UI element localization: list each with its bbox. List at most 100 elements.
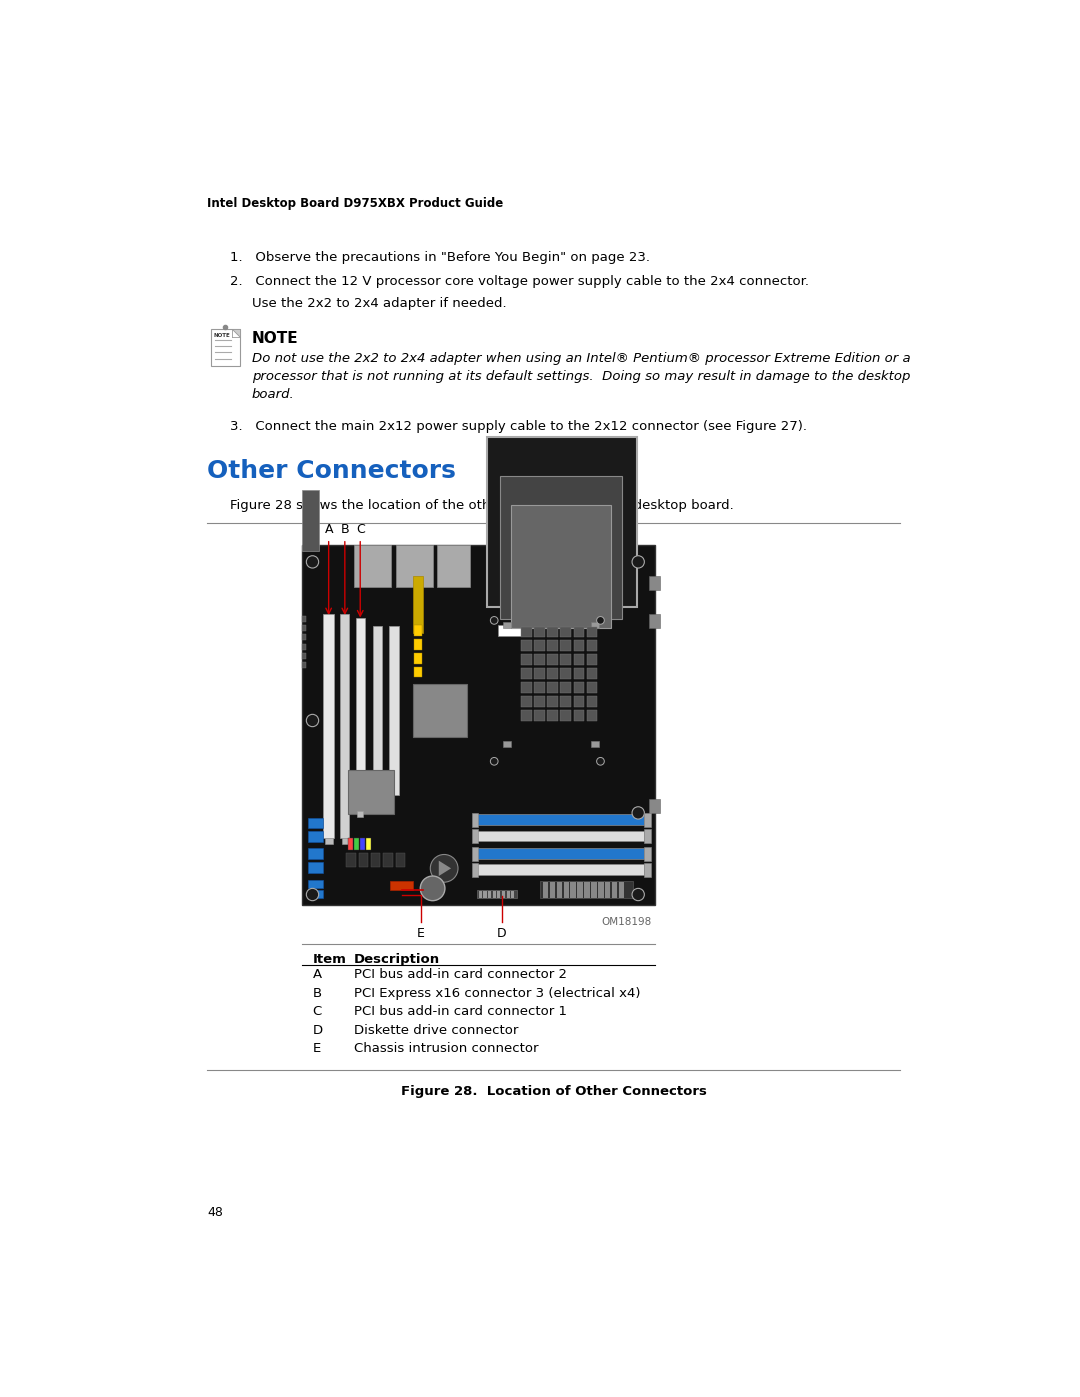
Bar — [573, 710, 584, 721]
Bar — [301, 644, 307, 650]
Circle shape — [490, 757, 498, 766]
Bar — [586, 710, 597, 721]
Bar — [573, 682, 584, 693]
Bar — [211, 330, 240, 366]
Bar — [301, 624, 307, 631]
Bar — [390, 626, 399, 795]
Bar — [472, 847, 478, 861]
Bar — [586, 668, 597, 679]
Bar — [355, 617, 365, 810]
Bar — [476, 814, 645, 826]
Bar — [323, 615, 334, 838]
Text: Diskette drive connector: Diskette drive connector — [354, 1024, 518, 1037]
Bar — [373, 626, 382, 795]
Text: D: D — [312, 1024, 323, 1037]
Text: C: C — [312, 1006, 322, 1018]
Bar — [361, 838, 365, 849]
Bar — [472, 813, 478, 827]
Bar — [561, 710, 571, 721]
Text: Chassis intrusion connector: Chassis intrusion connector — [354, 1042, 539, 1055]
Text: A: A — [324, 522, 333, 535]
Bar — [649, 799, 660, 813]
Bar — [488, 891, 491, 898]
Bar — [301, 652, 307, 659]
Bar — [605, 882, 610, 898]
Bar — [645, 863, 650, 877]
Bar — [498, 624, 522, 636]
Text: OM18198: OM18198 — [602, 916, 651, 926]
Bar — [535, 710, 545, 721]
Bar — [550, 882, 555, 898]
Bar — [414, 652, 422, 664]
Bar — [511, 504, 611, 629]
Bar — [586, 640, 597, 651]
Bar — [556, 550, 602, 585]
Bar — [477, 890, 517, 898]
Bar — [390, 880, 414, 890]
Bar — [395, 854, 405, 866]
Bar — [561, 696, 571, 707]
Bar — [573, 668, 584, 679]
Bar — [548, 710, 558, 721]
Bar — [535, 682, 545, 693]
Bar — [308, 831, 323, 842]
Bar — [573, 640, 584, 651]
Circle shape — [596, 616, 605, 624]
Bar — [301, 662, 307, 668]
Bar — [573, 654, 584, 665]
Bar — [649, 576, 660, 590]
Bar — [359, 854, 368, 866]
Bar — [325, 838, 333, 844]
Bar — [484, 891, 486, 898]
Text: 48: 48 — [207, 1206, 222, 1218]
Bar — [619, 882, 624, 898]
Text: NOTE: NOTE — [214, 334, 231, 338]
Bar — [354, 545, 391, 587]
Text: 1.   Observe the precautions in "Before You Begin" on page 23.: 1. Observe the precautions in "Before Yo… — [230, 251, 650, 264]
Bar — [649, 615, 660, 629]
Bar — [372, 854, 380, 866]
Bar — [476, 865, 645, 876]
Bar — [522, 710, 532, 721]
Bar — [308, 880, 323, 887]
Bar — [645, 813, 650, 827]
Bar — [357, 810, 363, 817]
Circle shape — [307, 714, 319, 726]
Circle shape — [430, 855, 458, 882]
Bar — [548, 682, 558, 693]
Bar — [503, 742, 511, 747]
Bar — [578, 882, 583, 898]
Bar — [586, 696, 597, 707]
Circle shape — [632, 556, 645, 569]
Bar — [348, 838, 352, 849]
Bar — [522, 682, 532, 693]
Text: B: B — [340, 522, 349, 535]
Text: Use the 2x2 to 2x4 adapter if needed.: Use the 2x2 to 2x4 adapter if needed. — [252, 298, 507, 310]
Text: D: D — [497, 926, 507, 940]
Text: Item: Item — [312, 953, 347, 967]
Bar — [308, 848, 323, 859]
Bar — [301, 616, 307, 622]
Bar — [502, 891, 505, 898]
Bar — [347, 854, 355, 866]
Circle shape — [596, 757, 605, 766]
Bar — [395, 545, 433, 587]
Bar — [535, 696, 545, 707]
Bar — [586, 682, 597, 693]
Bar — [414, 638, 422, 650]
Bar — [301, 545, 656, 905]
Text: B: B — [312, 986, 322, 1000]
Bar — [497, 891, 500, 898]
Bar — [548, 654, 558, 665]
Bar — [511, 891, 514, 898]
Text: Figure 28.  Location of Other Connectors: Figure 28. Location of Other Connectors — [401, 1085, 706, 1098]
Text: A: A — [312, 968, 322, 982]
Text: 3.   Connect the main 2x12 power supply cable to the 2x12 connector (see Figure : 3. Connect the main 2x12 power supply ca… — [230, 420, 807, 433]
Bar — [548, 640, 558, 651]
Bar — [591, 622, 599, 629]
Bar — [586, 627, 597, 637]
Bar — [561, 682, 571, 693]
Text: PCI bus add-in card connector 1: PCI bus add-in card connector 1 — [354, 1006, 567, 1018]
Bar — [308, 890, 323, 898]
Bar — [561, 627, 571, 637]
